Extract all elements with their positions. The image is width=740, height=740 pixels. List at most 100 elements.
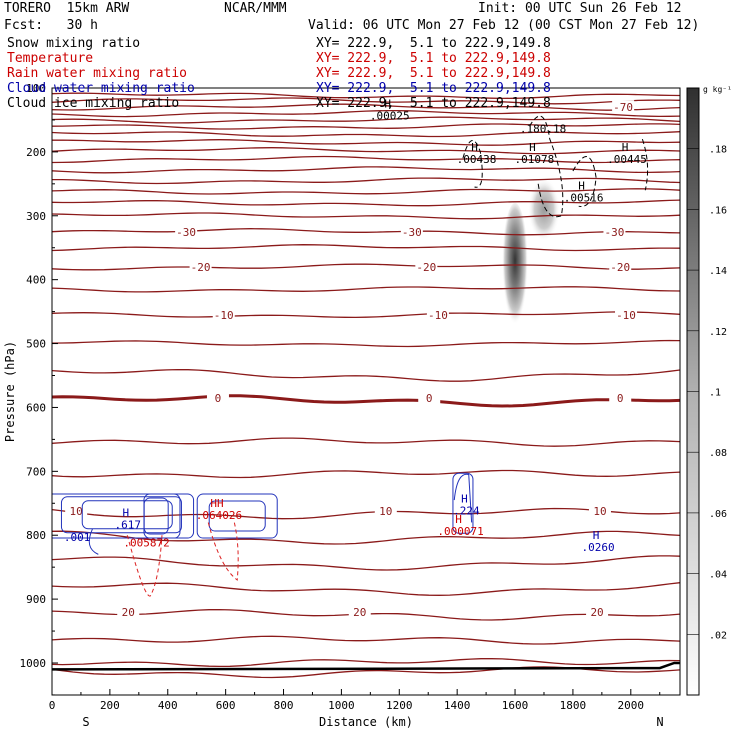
isotherm-line xyxy=(52,166,680,174)
isotherm-line xyxy=(52,147,680,155)
cloud-water-contour xyxy=(81,500,173,530)
isotherm-label: 0 xyxy=(426,392,433,405)
colorbar-tick-label: .02 xyxy=(709,630,727,641)
cloud-water-contour xyxy=(143,497,169,535)
colorbar-units: g kg⁻¹ xyxy=(703,85,732,94)
y-tick-label: 300 xyxy=(26,210,46,223)
isotherm-label-bg xyxy=(212,307,235,321)
isotherm-label: 20 xyxy=(590,606,603,619)
snow-core-shading-secondary xyxy=(527,177,560,242)
rain-contour xyxy=(207,522,239,581)
isotherm-label-bg xyxy=(348,604,371,618)
isotherm-label-bg xyxy=(609,259,632,273)
isotherm-label: -20 xyxy=(610,261,630,274)
y-tick-label: 100 xyxy=(26,82,46,95)
isotherm-label: -10 xyxy=(428,309,448,322)
isotherm-label: -30 xyxy=(605,226,625,239)
x-tick-label: 600 xyxy=(216,699,236,712)
extremum-value: .000071 xyxy=(437,525,483,538)
isotherm-label-bg xyxy=(609,390,632,404)
isotherm-line xyxy=(52,155,680,164)
legend-cloud-ice-label: Cloud ice mixing ratio xyxy=(7,96,180,111)
extremum-marker: H xyxy=(455,513,462,526)
isotherm-line xyxy=(52,582,680,596)
extremum-value: .005872 xyxy=(123,536,169,549)
colorbar-tick-label: .08 xyxy=(709,448,727,459)
isotherm-line xyxy=(52,116,680,124)
isotherm-line xyxy=(52,97,680,105)
isotherm-line xyxy=(52,311,680,319)
isotherm-line xyxy=(52,103,680,111)
y-tick-label: 500 xyxy=(26,338,46,351)
plot-frame xyxy=(51,87,681,696)
center-name: NCAR/MMM xyxy=(224,1,287,16)
isotherm-line xyxy=(52,228,680,236)
extremum-value: .01078 xyxy=(515,153,555,166)
isotherm-label: 10 xyxy=(593,505,606,518)
isotherm-line xyxy=(52,123,680,130)
isotherm-line xyxy=(52,188,680,195)
isotherm-label: -30 xyxy=(402,226,422,239)
isotherm-label: -20 xyxy=(416,261,436,274)
isotherm-line xyxy=(52,263,680,271)
extremum-value: .00516 xyxy=(564,191,604,204)
valid-time: Valid: 06 UTC Mon 27 Feb 12 (00 CST Mon … xyxy=(308,18,700,33)
isotherm-label-bg xyxy=(615,307,638,321)
isotherm-line xyxy=(52,286,680,293)
x-tick-label: 1400 xyxy=(444,699,471,712)
isotherm-line xyxy=(52,368,680,382)
cloud-water-contour xyxy=(452,472,474,534)
extremum-marker: H xyxy=(622,141,629,154)
isotherm-line xyxy=(52,139,680,146)
extremum-value: .00445 xyxy=(607,153,647,166)
isotherm-label-bg xyxy=(415,259,438,273)
isotherm-label: -20 xyxy=(191,261,211,274)
cloud-ice-contour xyxy=(572,156,597,207)
colorbar-tick-label: .16 xyxy=(709,205,727,216)
isotherm-label: -10 xyxy=(616,309,636,322)
legend-rain-label: Rain water mixing ratio xyxy=(7,66,188,81)
cloud-water-contour xyxy=(88,528,99,555)
isotherm-label-bg xyxy=(588,503,611,517)
isotherm-label-bg xyxy=(586,604,609,618)
isotherm-label-bg xyxy=(400,224,423,238)
legend-snow-label: Snow mixing ratio xyxy=(7,36,141,51)
isotherm-line xyxy=(52,437,680,447)
legend-cloud-ice-xy: XY= 222.9, 5.1 to 222.9,149.8 xyxy=(316,96,551,111)
extremum-marker: H xyxy=(593,529,600,542)
isotherm-label-bg xyxy=(65,503,88,517)
legend-rain-xy: XY= 222.9, 5.1 to 222.9,149.8 xyxy=(316,66,551,81)
extremum-marker: H xyxy=(471,141,478,154)
extremum-value: .001 xyxy=(64,531,91,544)
isotherm-line xyxy=(52,131,680,138)
y-tick-label: 400 xyxy=(26,274,46,287)
legend-temperature-xy: XY= 222.9, 5.1 to 222.9,149.8 xyxy=(316,51,551,66)
extremum-marker: H xyxy=(384,98,391,111)
isotherm-label: -70 xyxy=(613,101,633,114)
x-tick-label: 1000 xyxy=(328,699,355,712)
isotherm-line xyxy=(52,109,680,118)
isotherm-label-bg xyxy=(603,224,626,238)
isotherm-label: 0 xyxy=(617,392,624,405)
legend-cloud-water-label: Cloud water mixing ratio xyxy=(7,81,195,96)
cloud-ice-contour xyxy=(462,140,483,188)
isotherm-label: 10 xyxy=(379,505,392,518)
isotherm-label-bg xyxy=(426,307,449,321)
x-tick-label: 2000 xyxy=(618,699,645,712)
x-axis-label: Distance (km) xyxy=(319,715,413,729)
y-tick-label: 600 xyxy=(26,401,46,414)
colorbar-tick-label: .1 xyxy=(709,388,721,399)
extremum-marker: H xyxy=(461,492,468,505)
isotherm-label: -30 xyxy=(176,226,196,239)
isotherm-label-bg xyxy=(374,503,397,517)
extremum-marker: H xyxy=(578,179,585,192)
isotherm-label-bg xyxy=(175,224,198,238)
snow-core-shading xyxy=(502,203,529,331)
isotherm-label: 10 xyxy=(70,505,83,518)
isotherm-line xyxy=(52,92,680,100)
colorbar-tick-label: .06 xyxy=(709,509,727,520)
extremum-marker: HH xyxy=(210,497,223,510)
extremum-marker: H xyxy=(529,141,536,154)
colorbar-tick-label: .18 xyxy=(709,145,727,156)
isotherm-line xyxy=(52,530,680,545)
